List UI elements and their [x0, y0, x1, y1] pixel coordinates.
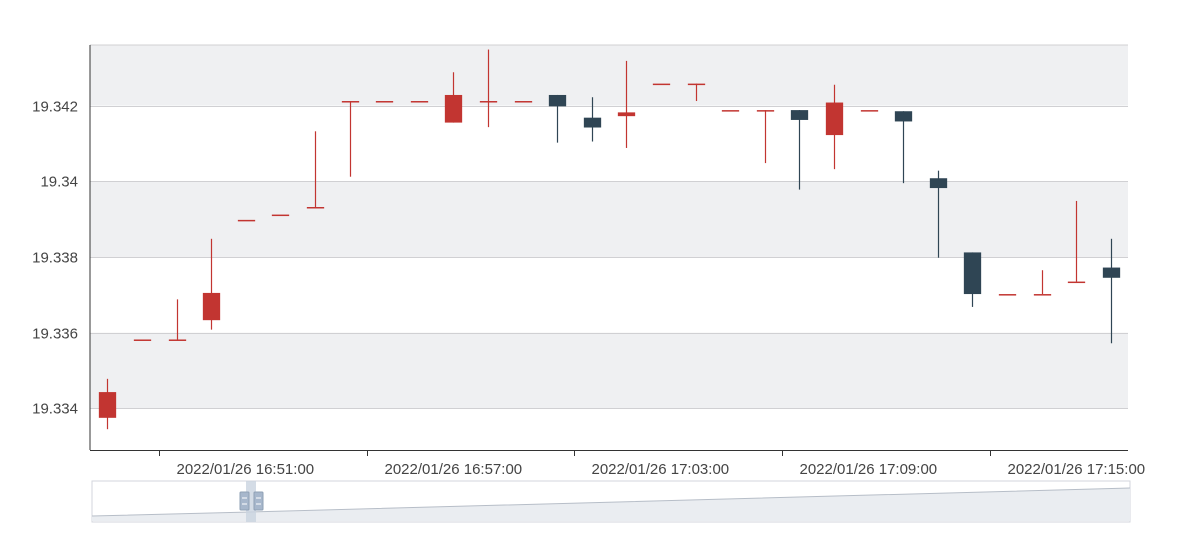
- candle: [998, 294, 1017, 296]
- candle: [410, 101, 429, 103]
- candle: [133, 339, 152, 341]
- grid-lines: [90, 44, 1128, 409]
- candle: [721, 110, 740, 112]
- candle-body: [825, 102, 844, 136]
- candle: [375, 101, 394, 103]
- x-axis-labels: 2022/01/26 16:51:00 2022/01/26 16:57:00 20…: [177, 461, 1146, 478]
- x-tick-label: 2022/01/26 16:51:00: [177, 461, 315, 478]
- candle-body: [306, 207, 325, 209]
- y-tick-label: 19.336: [32, 326, 78, 343]
- x-tick-label: 2022/01/26 17:03:00: [592, 461, 730, 478]
- candle: [306, 131, 325, 209]
- candle-body: [1067, 281, 1086, 284]
- candle-body: [168, 339, 187, 341]
- candle: [756, 110, 775, 164]
- candle-body: [479, 101, 498, 103]
- candle: [687, 83, 706, 102]
- candle-body: [133, 339, 152, 341]
- candles: [98, 49, 1121, 430]
- candle-body: [271, 214, 290, 217]
- candle-body: [98, 392, 117, 418]
- candle: [860, 110, 879, 112]
- candle: [790, 110, 809, 190]
- candle: [617, 60, 636, 148]
- candle-body: [375, 101, 394, 103]
- candle-body: [410, 101, 429, 103]
- candle: [237, 219, 256, 222]
- candle: [341, 101, 360, 177]
- candle: [963, 252, 982, 307]
- zoom-preview-area: [92, 488, 1130, 521]
- zoom-selected-range[interactable]: [246, 481, 256, 522]
- candle: [583, 97, 602, 142]
- candle-body: [583, 117, 602, 128]
- candle-body: [548, 94, 567, 107]
- background-band: [90, 181, 1128, 257]
- candle-body: [617, 112, 636, 117]
- candle-body: [963, 252, 982, 295]
- x-tick-label: 2022/01/26 17:15:00: [1008, 461, 1146, 478]
- candle: [98, 378, 117, 430]
- candle-body: [514, 101, 533, 103]
- y-tick-label: 19.334: [32, 401, 78, 418]
- candle-body: [1102, 267, 1121, 278]
- background-band: [90, 45, 1128, 106]
- candle: [1067, 200, 1086, 284]
- y-tick-label: 19.342: [32, 99, 78, 116]
- candle-body: [790, 110, 809, 120]
- candle-body: [237, 219, 256, 222]
- candle-body: [721, 110, 740, 112]
- zoom-end-handle[interactable]: [253, 491, 264, 511]
- candle: [168, 299, 187, 341]
- candle-body: [860, 110, 879, 112]
- candle-body: [1033, 294, 1052, 296]
- candle: [894, 111, 913, 184]
- background-band: [90, 332, 1128, 409]
- candle-body: [444, 94, 463, 123]
- candle: [271, 214, 290, 217]
- candle-body: [894, 111, 913, 122]
- candle: [1033, 270, 1052, 296]
- candle-body: [929, 178, 948, 189]
- candle-body: [687, 83, 706, 86]
- candle-body: [341, 101, 360, 103]
- zoom-start-handle[interactable]: [239, 491, 250, 511]
- data-zoom-slider[interactable]: [91, 480, 1131, 523]
- candle-body: [652, 83, 671, 86]
- candle: [652, 83, 671, 86]
- candle: [929, 170, 948, 258]
- candle: [825, 84, 844, 170]
- candle: [548, 94, 567, 143]
- candle-body: [998, 294, 1017, 296]
- background-bands: [90, 45, 1128, 409]
- x-tick-label: 2022/01/26 17:09:00: [800, 461, 938, 478]
- candle: [1102, 238, 1121, 344]
- candle: [514, 101, 533, 103]
- x-tick-label: 2022/01/26 16:57:00: [385, 461, 523, 478]
- axes: [89, 45, 1128, 456]
- y-tick-label: 19.34: [40, 174, 78, 191]
- candle: [444, 72, 463, 123]
- candle: [479, 49, 498, 128]
- candle-body: [202, 292, 221, 321]
- y-tick-label: 19.338: [32, 250, 78, 267]
- candle: [202, 238, 221, 330]
- y-axis-labels: 19.334 19.336 19.338 19.34 19.342: [32, 99, 78, 418]
- candle-body: [756, 110, 775, 112]
